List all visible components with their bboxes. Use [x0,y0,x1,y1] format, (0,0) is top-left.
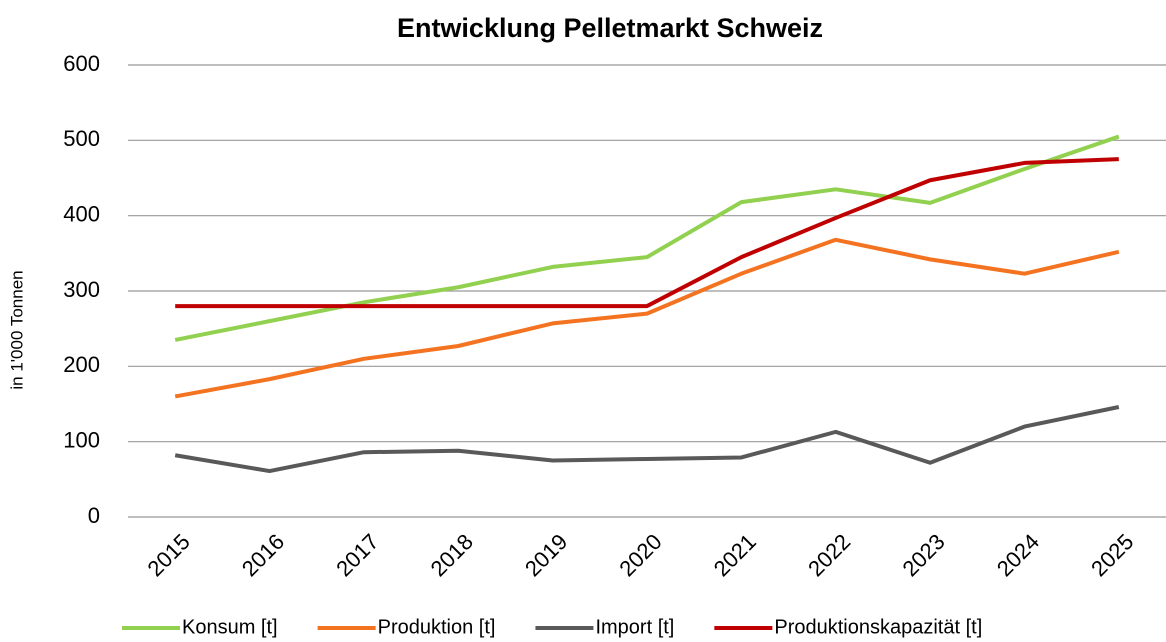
series-line [174,405,1120,474]
x-tick-label: 2020 [614,529,666,581]
x-tick-label: 2025 [1086,529,1138,581]
series-line [175,157,1119,309]
legend-label: Konsum [t] [182,616,278,638]
y-tick-label: 100 [63,427,100,452]
x-tick-label: 2015 [143,529,195,581]
y-tick-label: 300 [63,277,100,302]
y-tick-label: 600 [63,51,100,76]
chart-title: Entwicklung Pelletmarkt Schweiz [397,13,823,43]
y-axis-label: in 1'000 Tonnen [7,270,26,389]
x-tick-label: 2018 [426,529,478,581]
y-tick-label: 0 [88,503,100,528]
series-line [174,134,1120,342]
series-line [174,237,1120,399]
legend-label: Produktion [t] [378,616,496,638]
x-tick-label: 2017 [331,529,383,581]
x-tick-label: 2023 [897,529,949,581]
x-tick-label: 2024 [992,529,1044,581]
legend-label: Import [t] [595,616,674,638]
legend-label: Produktionskapazität [t] [774,616,982,638]
x-tick-label: 2022 [803,529,855,581]
y-tick-label: 400 [63,201,100,226]
x-tick-label: 2016 [237,529,289,581]
y-tick-label: 500 [63,126,100,151]
x-tick-label: 2021 [709,529,761,581]
x-tick-label: 2019 [520,529,572,581]
y-tick-label: 200 [63,352,100,377]
